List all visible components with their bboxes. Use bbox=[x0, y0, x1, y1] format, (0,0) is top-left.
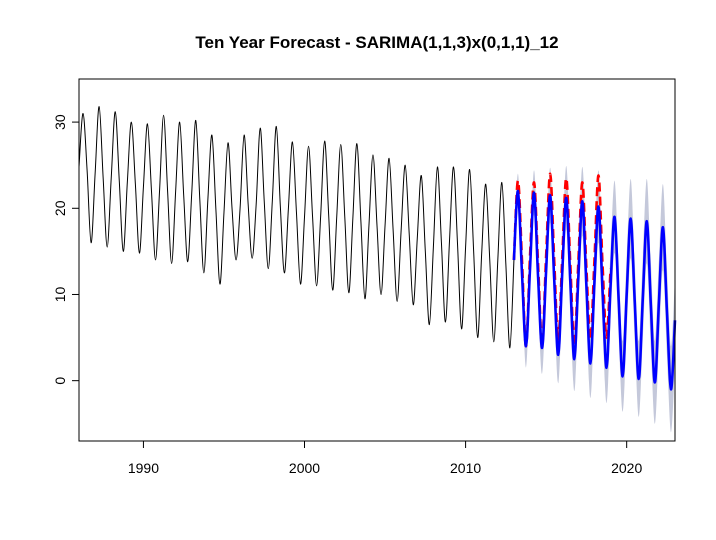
chart-title: Ten Year Forecast - SARIMA(1,1,3)x(0,1,1… bbox=[195, 33, 558, 52]
y-tick-label: 20 bbox=[52, 200, 68, 216]
observed-series-line bbox=[78, 106, 515, 349]
forecast-series-line bbox=[512, 189, 677, 391]
series-layer bbox=[78, 106, 677, 391]
axes-layer: 1990 2000 2010 2020 0 10 20 30 bbox=[52, 114, 642, 476]
x-tick-label: 2020 bbox=[611, 460, 642, 476]
y-tick-label: 0 bbox=[52, 377, 68, 385]
x-tick-label: 2010 bbox=[450, 460, 481, 476]
y-tick-label: 10 bbox=[52, 286, 68, 302]
y-tick-label: 30 bbox=[52, 114, 68, 130]
x-tick-label: 1990 bbox=[128, 460, 159, 476]
x-tick-label: 2000 bbox=[289, 460, 320, 476]
